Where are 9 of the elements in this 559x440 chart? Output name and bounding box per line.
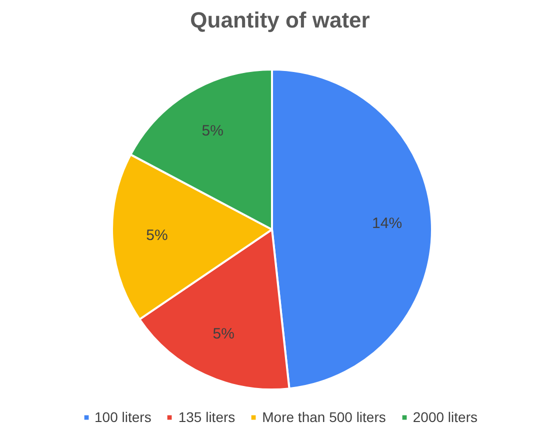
- legend-label: 2000 liters: [412, 409, 478, 425]
- data-label: 14%: [372, 214, 402, 232]
- legend-label: 100 liters: [94, 409, 152, 425]
- legend-label: 135 liters: [178, 409, 236, 425]
- data-label: 5%: [202, 122, 224, 140]
- data-label: 5%: [146, 227, 168, 244]
- legend-label: More than 500 liters: [262, 409, 386, 425]
- chart-title: Quantity of water: [190, 8, 370, 32]
- data-label: 5%: [212, 326, 234, 343]
